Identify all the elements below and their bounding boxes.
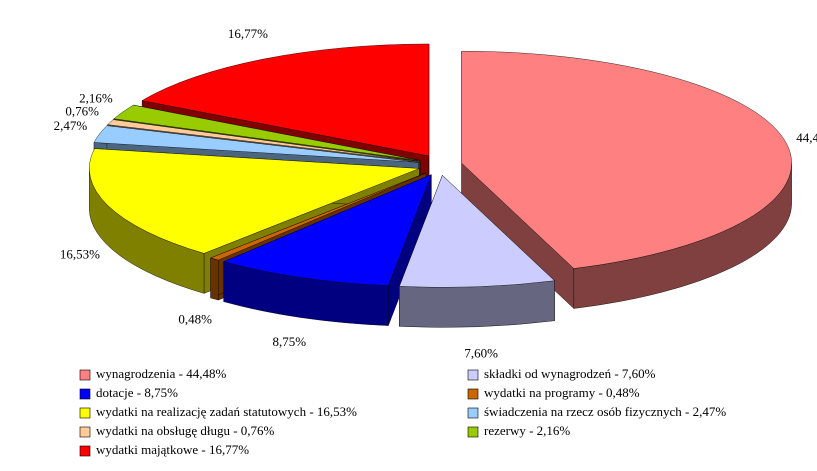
- legend-label: wydatki na obsługę długu - 0,76%: [96, 423, 275, 438]
- slice: [107, 119, 420, 162]
- slice-wall: [399, 280, 555, 328]
- legend-label: wynagrodzenia - 44,48%: [96, 366, 226, 381]
- data-label: 2,16%: [79, 91, 113, 106]
- legend-label: wydatki majątkowe - 16,77%: [96, 442, 249, 457]
- slice: [210, 172, 426, 261]
- legend-label: świadczenia na rzecz osób fizycznych - 2…: [484, 404, 726, 419]
- slice: [93, 125, 419, 163]
- slice: [461, 50, 792, 269]
- slice: [141, 43, 430, 157]
- data-label: 44,48%: [796, 130, 817, 145]
- legend-swatch: [467, 407, 479, 419]
- data-label: 16,53%: [60, 246, 100, 261]
- legend-label: składki od wynagrodzeń - 7,60%: [484, 366, 656, 381]
- data-label: 0,48%: [178, 311, 212, 326]
- data-label: 7,60%: [464, 346, 498, 361]
- slice: [89, 148, 420, 254]
- legend-swatch: [79, 388, 91, 400]
- legend-swatch: [79, 445, 91, 457]
- data-label: 16,77%: [228, 26, 268, 41]
- legend-swatch: [79, 369, 91, 381]
- slice: [399, 175, 555, 288]
- slice-wall: [210, 257, 219, 301]
- legend-swatch: [79, 426, 91, 438]
- legend-swatch: [467, 388, 479, 400]
- legend-label: wydatki na realizację zadań statutowych …: [96, 404, 357, 419]
- data-label: 0,76%: [65, 103, 99, 118]
- legend-swatch: [467, 426, 479, 438]
- legend-label: dotacje - 8,75%: [96, 385, 178, 400]
- legend-label: wydatki na programy - 0,48%: [484, 385, 640, 400]
- data-label: 8,75%: [272, 334, 306, 349]
- slice: [113, 104, 421, 161]
- legend-label: rezerwy - 2,16%: [484, 423, 570, 438]
- legend-swatch: [467, 369, 479, 381]
- data-label: 2,47%: [54, 118, 88, 133]
- slice: [223, 174, 432, 286]
- legend-swatch: [79, 407, 91, 419]
